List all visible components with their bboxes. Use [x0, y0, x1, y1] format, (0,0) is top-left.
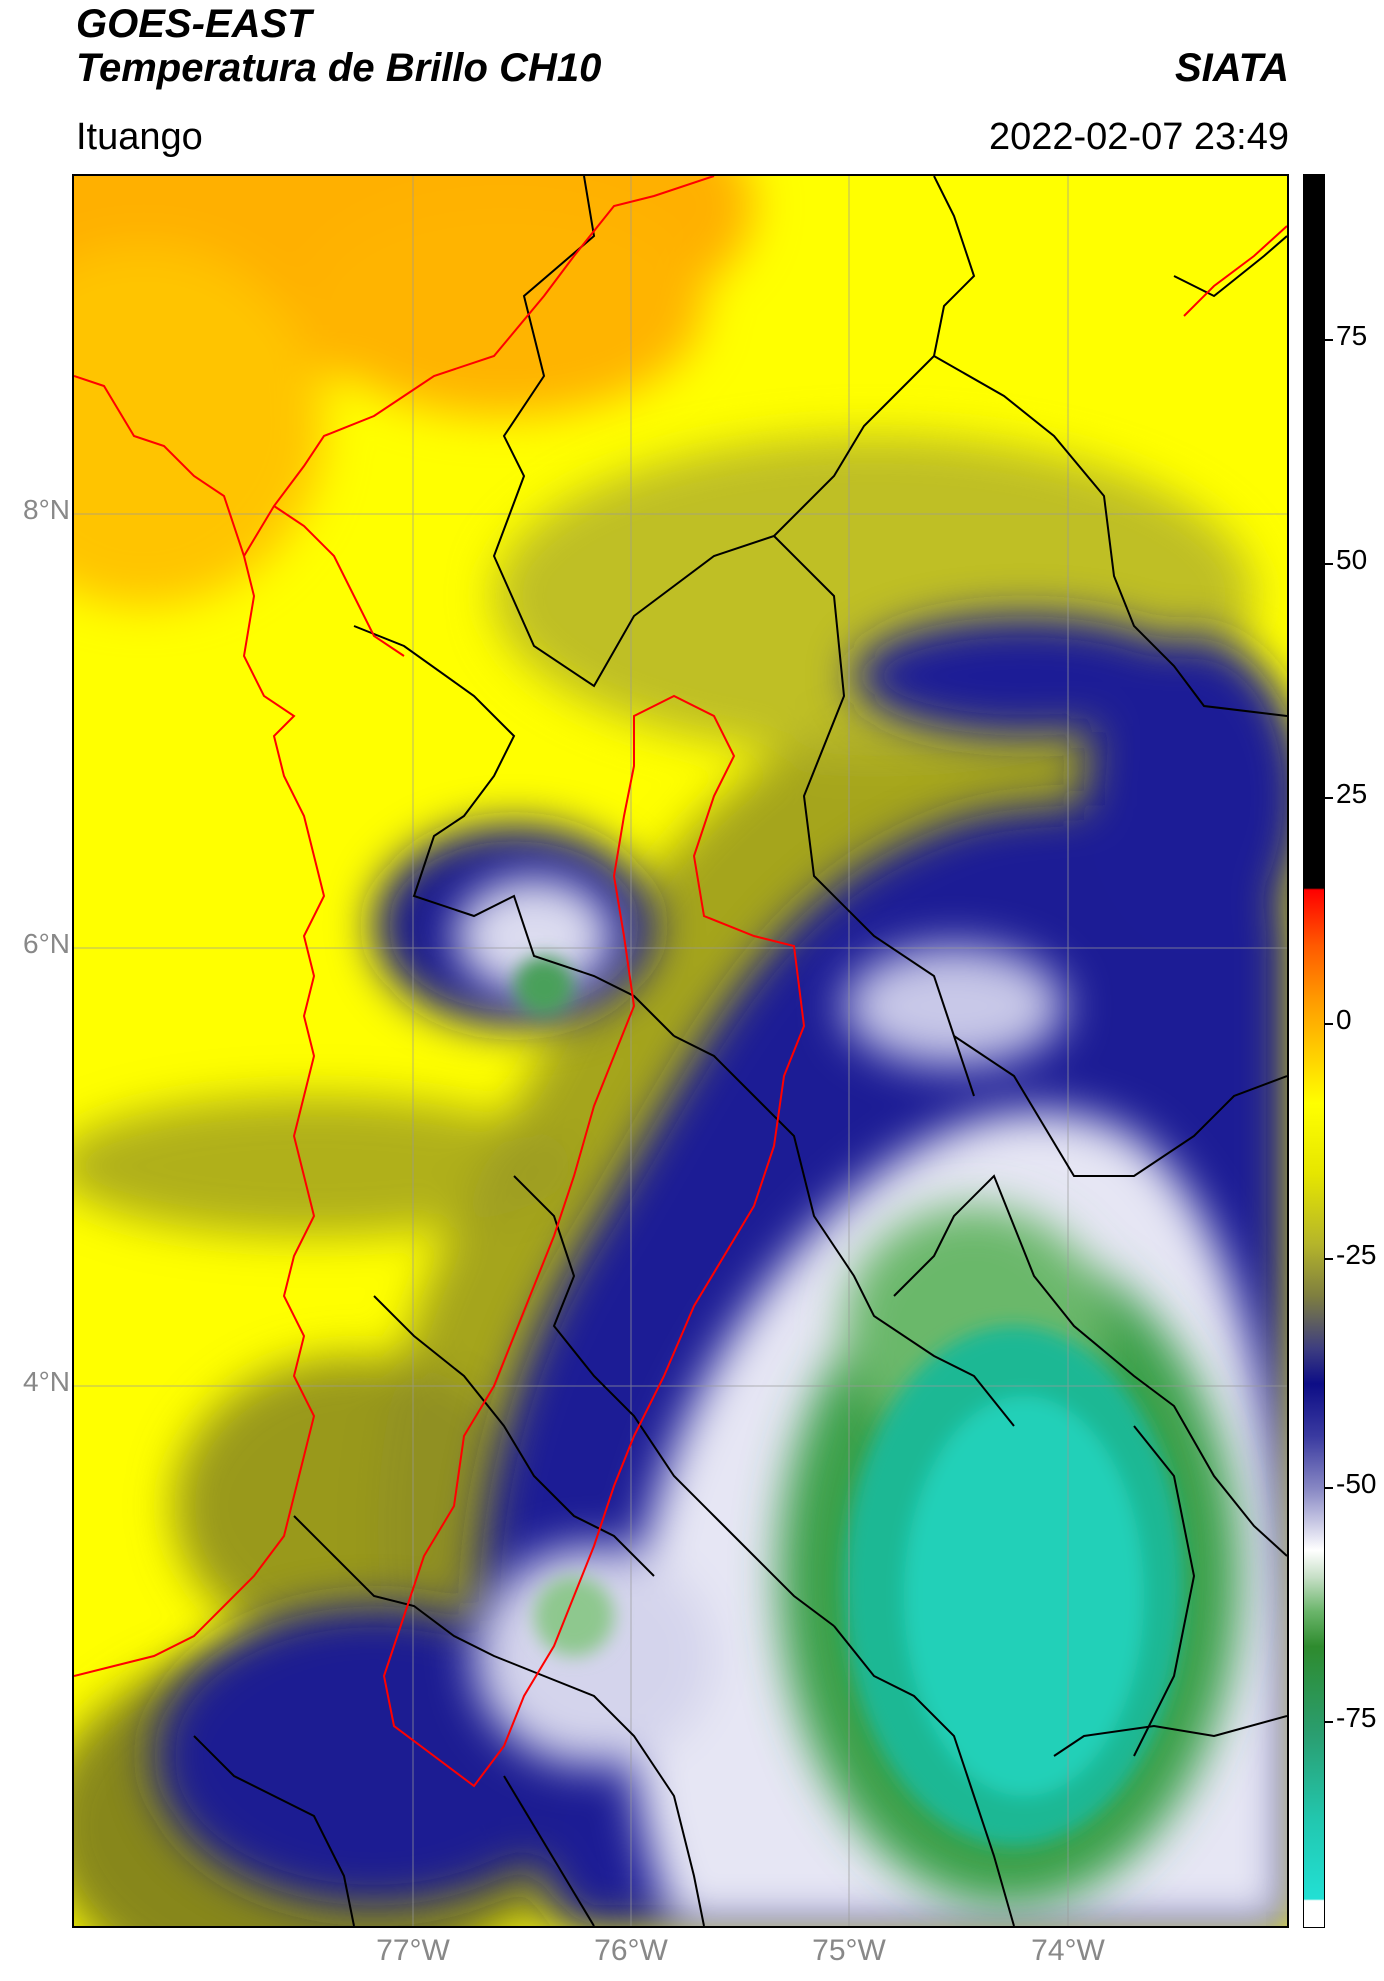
satellite-map[interactable]: [72, 174, 1289, 1928]
colorbar-label-75: 75: [1336, 320, 1368, 351]
colorbar-tick: [1325, 339, 1333, 341]
region-label: Ituango: [76, 116, 203, 158]
colorbar-label-25: 25: [1336, 778, 1368, 809]
lat-label-8n: 8°N: [23, 494, 70, 525]
colorbar-label-minus75: -75: [1336, 1702, 1377, 1733]
lat-label-4n: 4°N: [23, 1366, 70, 1397]
organization-label: SIATA: [1174, 46, 1289, 90]
timestamp-label: 2022-02-07 23:49: [988, 116, 1289, 158]
brightness-temperature-field: [74, 176, 1287, 1926]
graticule: [74, 176, 1287, 1926]
lon-label-74w: 74°W: [1031, 1934, 1105, 1967]
colorbar-label-minus25: -25: [1336, 1239, 1377, 1270]
colorbar-tick: [1325, 1258, 1333, 1260]
colorbar-label-minus50: -50: [1336, 1468, 1377, 1499]
colorbar-tick: [1325, 563, 1333, 565]
colorbar: [1303, 174, 1325, 1928]
lon-label-76w: 76°W: [594, 1934, 668, 1967]
colorbar-tick: [1325, 1487, 1333, 1489]
coastline: [74, 176, 1287, 1677]
colorbar-tick: [1325, 1721, 1333, 1723]
department-borders: [193, 176, 1287, 1926]
title-product: Temperatura de Brillo CH10: [76, 46, 602, 90]
colorbar-tick: [1325, 797, 1333, 799]
colorbar-tick: [1325, 1023, 1333, 1025]
map-svg: [74, 176, 1287, 1926]
colorbar-label-0: 0: [1336, 1004, 1352, 1035]
title-satellite: GOES-EAST: [76, 2, 312, 46]
basin-outline: [382, 694, 806, 1788]
lon-label-77w: 77°W: [376, 1934, 450, 1967]
lat-label-6n: 6°N: [23, 928, 70, 959]
lon-label-75w: 75°W: [812, 1934, 886, 1967]
colorbar-label-50: 50: [1336, 544, 1368, 575]
